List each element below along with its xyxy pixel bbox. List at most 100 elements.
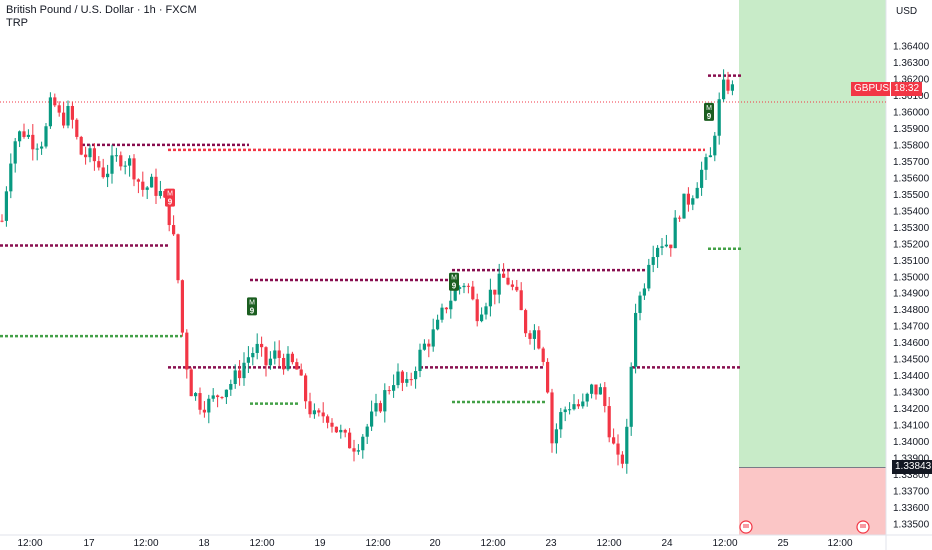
candle-body	[616, 443, 620, 455]
symbol-price-tag: GBPUSD	[851, 82, 900, 96]
candle-body	[202, 409, 206, 413]
candle-body	[392, 385, 396, 391]
candle-body	[114, 155, 118, 157]
price-tick-label: 1.36300	[893, 58, 930, 69]
candle-body	[295, 362, 299, 370]
candle-body	[700, 169, 704, 188]
candle-body	[18, 131, 22, 142]
signal-marker[interactable]	[449, 272, 459, 291]
candle-body	[607, 406, 611, 438]
price-tick-label: 1.35100	[893, 256, 930, 267]
price-tick-label: 1.35200	[893, 239, 930, 250]
candle-body	[524, 310, 528, 334]
candle-body	[568, 409, 572, 411]
candle-body	[128, 158, 132, 166]
candle-body	[4, 191, 8, 221]
candle-body	[713, 135, 717, 156]
candle-body	[634, 312, 638, 367]
time-tick-label: 12:00	[249, 538, 274, 549]
signal-marker[interactable]	[247, 297, 257, 316]
candle-body	[559, 412, 563, 430]
price-tick-label: 1.36400	[893, 42, 930, 53]
candle-body	[493, 289, 497, 295]
price-tick-label: 1.34100	[893, 421, 930, 432]
candle-body	[88, 148, 92, 158]
candle-body	[387, 390, 391, 392]
candle-body	[9, 163, 13, 192]
candle-body	[678, 217, 682, 219]
candle-body	[242, 362, 246, 379]
candle-body	[726, 79, 730, 91]
currency-label[interactable]: USD	[896, 6, 918, 17]
candle-body	[141, 181, 145, 190]
candle-body	[229, 383, 233, 390]
candle-body	[198, 393, 202, 410]
candle-body	[172, 225, 176, 235]
candle-body	[189, 369, 193, 397]
candle-body	[176, 234, 180, 281]
price-tick-label: 1.34000	[893, 437, 930, 448]
time-tick-label: 24	[661, 538, 673, 549]
candle-body	[361, 436, 365, 451]
time-tick-label: 12:00	[827, 538, 852, 549]
price-tick-label: 1.34600	[893, 338, 930, 349]
candle-body	[150, 176, 154, 188]
candle-body	[427, 343, 431, 347]
price-tick-label: 1.33800	[893, 470, 930, 481]
candle-body	[651, 257, 655, 265]
candle-body	[136, 179, 140, 182]
countdown-tag: 18:32	[890, 82, 923, 96]
candle-body	[554, 429, 558, 444]
candle-body	[220, 397, 224, 399]
candle-body	[642, 288, 646, 296]
candle-body	[576, 404, 580, 407]
time-tick-label: 23	[545, 538, 557, 549]
candle-body	[216, 395, 220, 398]
signal-marker-letter: M	[167, 191, 173, 198]
candle-body	[330, 422, 334, 427]
candle-body	[440, 307, 444, 320]
candle-body	[106, 173, 110, 178]
time-tick-label: 18	[198, 538, 210, 549]
candle-body	[365, 426, 369, 437]
candle-body	[75, 119, 79, 137]
price-tick-label: 1.35900	[893, 124, 930, 135]
time-tick-label: 12:00	[365, 538, 390, 549]
target-zone	[739, 0, 886, 468]
candle-body	[163, 190, 167, 198]
signal-marker-letter: M	[451, 275, 457, 282]
candle-body	[708, 155, 712, 158]
signal-marker[interactable]	[704, 102, 714, 121]
candle-body	[673, 217, 677, 249]
symbol-title[interactable]: British Pound / U.S. Dollar · 1h · FXCM	[6, 4, 197, 16]
time-tick-label: 12:00	[480, 538, 505, 549]
signal-marker[interactable]	[165, 188, 175, 207]
price-tick-label: 1.33700	[893, 487, 930, 498]
candle-body	[317, 410, 321, 413]
candle-body	[458, 287, 462, 289]
candle-body	[400, 371, 404, 383]
candle-body	[119, 155, 123, 167]
candle-body	[488, 289, 492, 307]
stop-price-text: 1.33843	[895, 461, 932, 472]
candle-body	[260, 343, 264, 348]
candle-body	[326, 416, 330, 423]
price-tick-label: 1.34400	[893, 371, 930, 382]
stop-price-tag: 1.33843	[892, 460, 932, 474]
candle-body	[695, 187, 699, 199]
candle-body	[590, 384, 594, 394]
candle-body	[246, 357, 250, 363]
candle-body	[638, 295, 642, 313]
candle-body	[383, 390, 387, 412]
candle-body	[282, 357, 286, 370]
candle-body	[185, 332, 189, 370]
candle-body	[704, 157, 708, 170]
symbol-tag-text: GBPUSD	[854, 83, 897, 94]
candle-body	[224, 389, 228, 398]
indicator-label[interactable]: TRP	[6, 17, 28, 29]
candle-body	[528, 333, 532, 339]
candle-body	[594, 384, 598, 395]
candle-body	[730, 84, 734, 91]
